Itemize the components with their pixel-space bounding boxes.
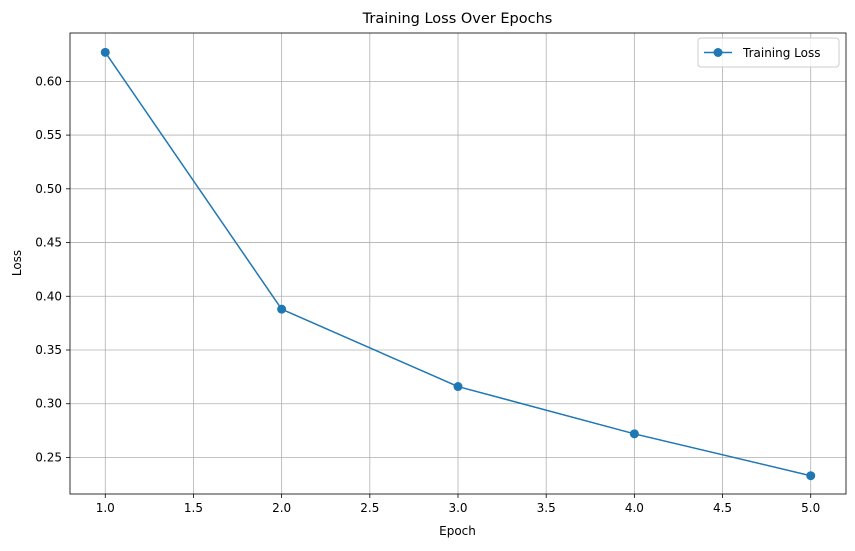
y-tick-label: 0.25 (35, 450, 62, 464)
y-axis-label: Loss (10, 250, 24, 276)
y-tick-label: 0.30 (35, 397, 62, 411)
x-tick-label: 4.5 (713, 501, 732, 515)
x-tick-label: 3.5 (537, 501, 556, 515)
legend: Training Loss (697, 37, 840, 68)
legend-label: Training Loss (742, 46, 820, 60)
y-tick-label: 0.40 (35, 289, 62, 303)
chart-title: Training Loss Over Epochs (362, 11, 553, 27)
x-tick-label: 1.5 (184, 501, 203, 515)
x-tick-label: 5.0 (801, 501, 820, 515)
data-point (277, 304, 287, 314)
x-tick-label: 4.0 (625, 501, 644, 515)
x-tick-label: 1.0 (96, 501, 115, 515)
grid-lines (70, 33, 846, 494)
y-tick-label: 0.45 (35, 236, 62, 250)
x-tick-label: 3.0 (448, 501, 467, 515)
data-point (806, 471, 816, 481)
x-tick-label: 2.5 (360, 501, 379, 515)
data-point (453, 382, 463, 392)
data-point (629, 429, 639, 439)
legend-marker-swatch (713, 48, 723, 57)
y-tick-label: 0.50 (35, 182, 62, 196)
x-tick-label: 2.0 (272, 501, 291, 515)
y-tick-label: 0.55 (35, 128, 62, 142)
y-tick-label: 0.60 (35, 74, 62, 88)
x-axis-label: Epoch (439, 524, 476, 538)
data-point (100, 47, 110, 57)
series-layer (100, 47, 816, 481)
legend-box (697, 37, 840, 68)
axis-ticks: 1.0 1.5 2.0 2.5 3.0 3.5 4.0 4.5 5.0 0.25 0.30 0.35 0… (35, 74, 820, 515)
y-tick-label: 0.35 (35, 343, 62, 357)
